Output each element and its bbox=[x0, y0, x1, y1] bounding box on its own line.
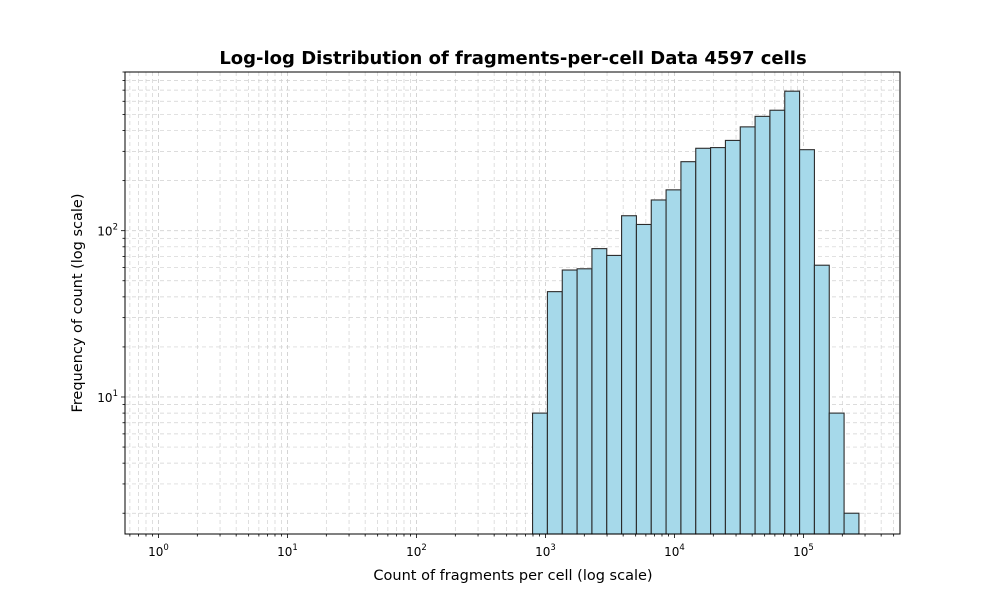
x-tick-label: 103 bbox=[535, 543, 556, 559]
histogram-bar bbox=[546, 291, 563, 535]
x-tick-label: 101 bbox=[277, 543, 298, 559]
y-tick-label: 102 bbox=[97, 223, 118, 239]
chart-title: Log-log Distribution of fragments-per-ce… bbox=[219, 48, 806, 69]
histogram-bar bbox=[784, 90, 801, 535]
plot-frame bbox=[124, 71, 901, 535]
histogram-bar bbox=[591, 248, 608, 535]
y-axis-label: Frequency of count (log scale) bbox=[70, 193, 86, 412]
histogram-bars bbox=[532, 90, 860, 535]
histogram-bar bbox=[695, 147, 712, 535]
histogram-bar bbox=[650, 199, 667, 535]
x-tick-label: 104 bbox=[664, 543, 685, 559]
x-axis-label: Count of fragments per cell (log scale) bbox=[373, 568, 652, 584]
histogram-bar bbox=[754, 115, 771, 535]
histogram-bar bbox=[710, 147, 726, 535]
histogram-bar bbox=[561, 269, 578, 535]
histogram-bar bbox=[828, 412, 845, 535]
histogram-bar bbox=[813, 264, 830, 535]
histogram-bar bbox=[843, 512, 860, 535]
histogram-bar bbox=[665, 189, 682, 535]
histogram-bar bbox=[635, 223, 652, 535]
histogram-bar bbox=[621, 215, 637, 535]
histogram-bar bbox=[739, 126, 756, 535]
x-tick-label: 100 bbox=[148, 543, 169, 559]
y-tick-label: 101 bbox=[97, 389, 118, 405]
histogram-bar bbox=[532, 412, 548, 535]
histogram-bar bbox=[576, 268, 593, 535]
histogram-bar bbox=[606, 254, 623, 535]
histogram-bar bbox=[724, 139, 741, 535]
x-tick-label: 105 bbox=[793, 543, 814, 559]
axis-ticks: 100 101 102 103 104 105 101 102 bbox=[97, 71, 895, 559]
histogram-bar bbox=[769, 109, 786, 535]
histogram-bar bbox=[799, 149, 815, 535]
histogram-bar bbox=[680, 161, 697, 535]
x-tick-label: 102 bbox=[406, 543, 427, 559]
